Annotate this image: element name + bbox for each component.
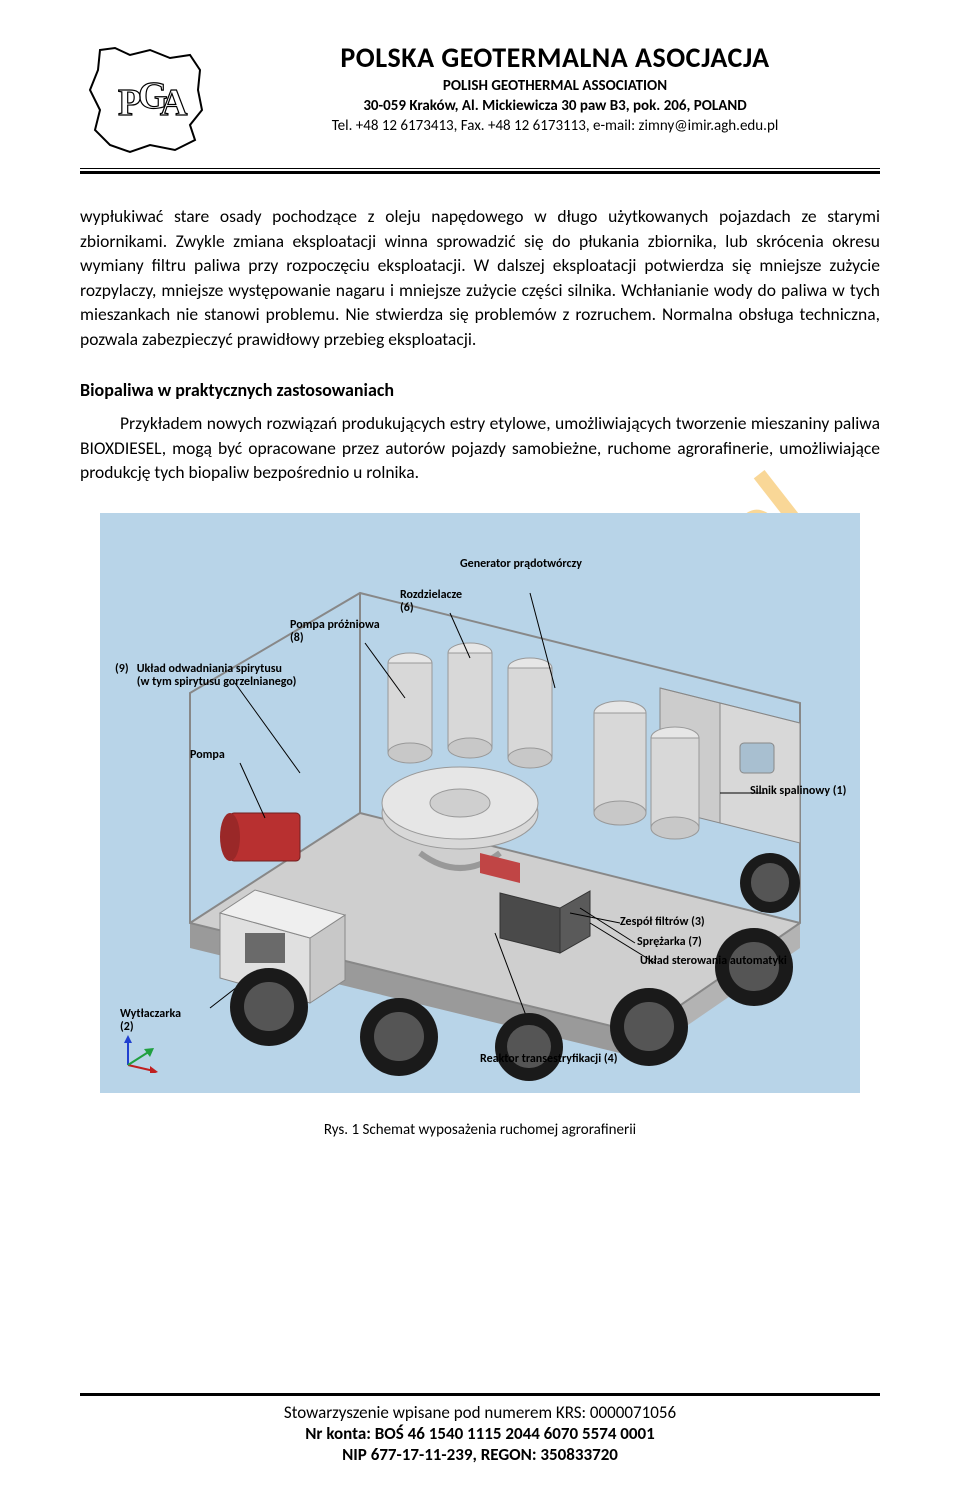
label-uklad-odwadniania: (9) Układ odwadniania spirytusu (w tym s… (115, 663, 296, 691)
footer-rule (80, 1393, 880, 1396)
label-zespol-filtrow: Zespół filtrów (3) (620, 916, 705, 930)
section-title: Biopaliwa w praktycznych zastosowaniach (80, 379, 880, 401)
label-sprezarka: Sprężarka (7) (637, 936, 702, 950)
footer-line-3: NIP 677-17-11-239, REGON: 350833720 (80, 1444, 880, 1465)
pga-logo: P G A (80, 40, 210, 160)
footer-line-2: Nr konta: BOŚ 46 1540 1115 2044 6070 557… (80, 1423, 880, 1444)
org-contact: Tel. +48 12 6173413, Fax. +48 12 6173113… (230, 117, 880, 135)
org-subtitle: POLISH GEOTHERMAL ASSOCIATION (230, 77, 880, 95)
org-address: 30-059 Kraków, Al. Mickiewicza 30 paw B3… (230, 97, 880, 115)
org-title: POLSKA GEOTERMALNA ASOCJACJA (230, 40, 880, 75)
label-rozdzielacze: Rozdzielacze (6) (400, 589, 462, 617)
figure-caption: Rys. 1 Schemat wyposażenia ruchomej agro… (80, 1121, 880, 1139)
paragraph-2: Przykładem nowych rozwiązań produkującyc… (80, 411, 880, 485)
label-pompa: Pompa (190, 749, 225, 763)
label-pompa-prozniowa: Pompa próżniowa (8) (290, 619, 380, 647)
label-reaktor: Reaktor transestryfikacji (4) (480, 1053, 617, 1067)
page-footer: Stowarzyszenie wpisane pod numerem KRS: … (80, 1393, 880, 1465)
label-silnik: Silnik spalinowy (1) (750, 785, 846, 799)
page-header: P G A POLSKA GEOTERMALNA ASOCJACJA POLIS… (80, 40, 880, 160)
paragraph-1: wypłukiwać stare osady pochodzące z olej… (80, 204, 880, 351)
figure-container: Generator prądotwórczy Rozdzielacze (6) … (80, 513, 880, 1139)
label-uklad-sterowania: Układ sterowania automatyki (640, 955, 787, 969)
svg-text:A: A (160, 82, 188, 124)
truck-schematic: Generator prądotwórczy Rozdzielacze (6) … (100, 513, 860, 1093)
label-generator: Generator prądotwórczy (460, 558, 582, 572)
label-wytlaczarka: Wytłaczarka (2) (120, 1008, 181, 1036)
footer-line-1: Stowarzyszenie wpisane pod numerem KRS: … (80, 1402, 880, 1423)
axes-icon (120, 1033, 160, 1073)
header-rule (80, 168, 880, 174)
